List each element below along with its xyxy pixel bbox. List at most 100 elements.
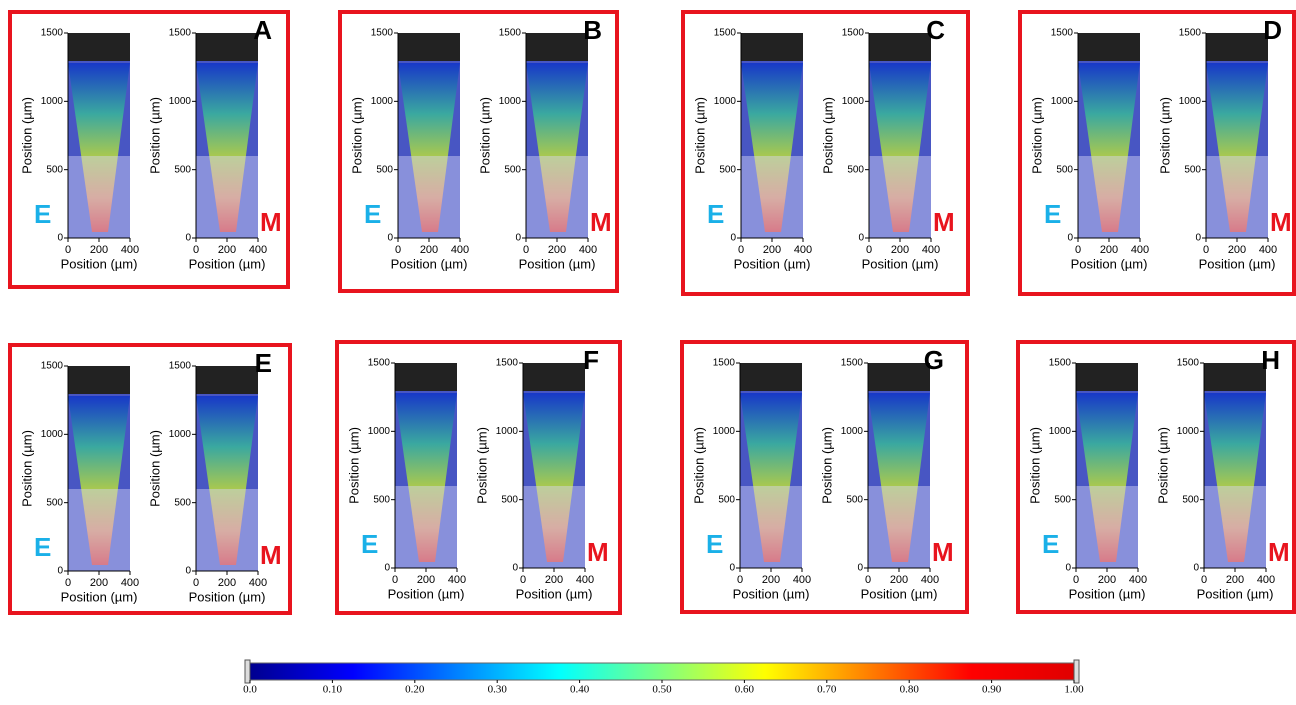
holder-top (523, 363, 585, 391)
colorbar-end-right (1073, 659, 1080, 684)
x-tick-label: 0 (866, 244, 872, 256)
x-tick-label: 0 (738, 244, 744, 256)
x-tick-label: 0 (865, 574, 871, 586)
heatmap-cone (68, 63, 130, 232)
heatmap-overlay (196, 156, 258, 238)
holder-top (196, 366, 258, 394)
specimen-label-m: M (260, 207, 282, 237)
heatmap-overlay (68, 489, 130, 571)
x-tick-label: 200 (891, 244, 909, 256)
y-tick-label: 500 (846, 494, 863, 505)
x-axis-label: Position (µm) (189, 256, 266, 271)
y-tick-label: 500 (1054, 494, 1071, 505)
panel-frame (8, 343, 292, 615)
panel-letter: A (253, 15, 272, 45)
x-tick-label: 400 (576, 574, 594, 586)
y-axis-label: Position (µm) (1157, 97, 1172, 174)
y-axis-label: Position (µm) (819, 427, 834, 504)
x-tick-label: 400 (1259, 244, 1277, 256)
y-tick-label: 1500 (1177, 358, 1200, 369)
heatmap-cone (526, 63, 588, 232)
heatmap-overlay (523, 486, 585, 568)
holder-top (68, 33, 130, 61)
heatmap-overlay (398, 156, 460, 238)
x-tick-label: 0 (65, 577, 71, 589)
x-tick-label: 200 (1100, 244, 1118, 256)
y-tick-label: 500 (376, 164, 393, 175)
panel-frame (1016, 340, 1296, 614)
colorbar-tick-label: 0.20 (405, 684, 425, 696)
specimen-label-e: E (34, 532, 51, 562)
y-axis-label: Position (µm) (474, 427, 489, 504)
heatmap-overlay (1206, 156, 1268, 238)
x-tick-label: 200 (545, 574, 563, 586)
x-tick-label: 0 (520, 574, 526, 586)
y-tick-label: 500 (719, 164, 736, 175)
y-tick-label: 1000 (714, 96, 737, 107)
colorbar-end-left (244, 659, 251, 684)
panel-frame (338, 10, 619, 293)
y-tick-label: 500 (373, 494, 390, 505)
holder-top (1206, 33, 1268, 61)
x-axis-label: Position (µm) (1069, 586, 1146, 601)
panel-letter: D (1263, 15, 1282, 45)
y-axis-label: Position (µm) (692, 97, 707, 174)
y-axis-label: Position (µm) (691, 427, 706, 504)
x-tick-label: 0 (65, 244, 71, 256)
y-tick-label: 1000 (713, 426, 736, 437)
heatmap-overlay (741, 156, 803, 238)
panel-letter: F (583, 345, 599, 375)
heatmap-overlay (869, 156, 931, 238)
specimen-label-e: E (1044, 199, 1061, 229)
x-tick-label: 400 (451, 244, 469, 256)
y-tick-label: 1000 (371, 96, 394, 107)
y-tick-label: 1500 (714, 28, 737, 39)
y-tick-label: 0 (57, 233, 63, 244)
heatmap-overlay (1078, 156, 1140, 238)
specimen-label-m: M (932, 537, 954, 567)
y-tick-label: 0 (387, 233, 393, 244)
x-axis-label: Position (µm) (388, 586, 465, 601)
y-tick-label: 0 (729, 563, 735, 574)
heatmap-cone (196, 63, 258, 232)
x-axis-label: Position (µm) (734, 256, 811, 271)
colorbar-tick-label: 0.50 (652, 684, 672, 696)
y-tick-label: 1000 (41, 429, 64, 440)
colorbar-tick-label: 0.0 (243, 684, 257, 696)
x-tick-label: 0 (1201, 574, 1207, 586)
x-tick-label: 400 (1131, 244, 1149, 256)
x-tick-label: 200 (763, 244, 781, 256)
holder-top (526, 33, 588, 61)
heatmap-cone (395, 393, 457, 562)
x-tick-label: 200 (218, 577, 236, 589)
heatmap-cone (398, 63, 460, 232)
x-tick-label: 0 (1203, 244, 1209, 256)
colorbar-gradient (249, 662, 1075, 681)
y-axis-label: Position (µm) (346, 427, 361, 504)
x-axis-label: Position (µm) (189, 589, 266, 604)
heatmap-cone (1204, 393, 1266, 562)
y-tick-label: 1000 (368, 426, 391, 437)
colorbar-tick-label: 0.30 (488, 684, 508, 696)
heatmap-cone (869, 63, 931, 232)
x-tick-label: 0 (737, 574, 743, 586)
heatmap-overlay (1076, 486, 1138, 568)
specimen-label-m: M (933, 207, 955, 237)
y-tick-label: 500 (501, 494, 518, 505)
y-tick-label: 0 (730, 233, 736, 244)
y-tick-label: 500 (46, 164, 63, 175)
panel-letter: E (255, 348, 272, 378)
y-axis-label: Position (µm) (147, 430, 162, 507)
specimen-label-e: E (706, 529, 723, 559)
holder-top (398, 33, 460, 61)
x-tick-label: 0 (395, 244, 401, 256)
y-tick-label: 1000 (496, 426, 519, 437)
x-tick-label: 200 (90, 244, 108, 256)
